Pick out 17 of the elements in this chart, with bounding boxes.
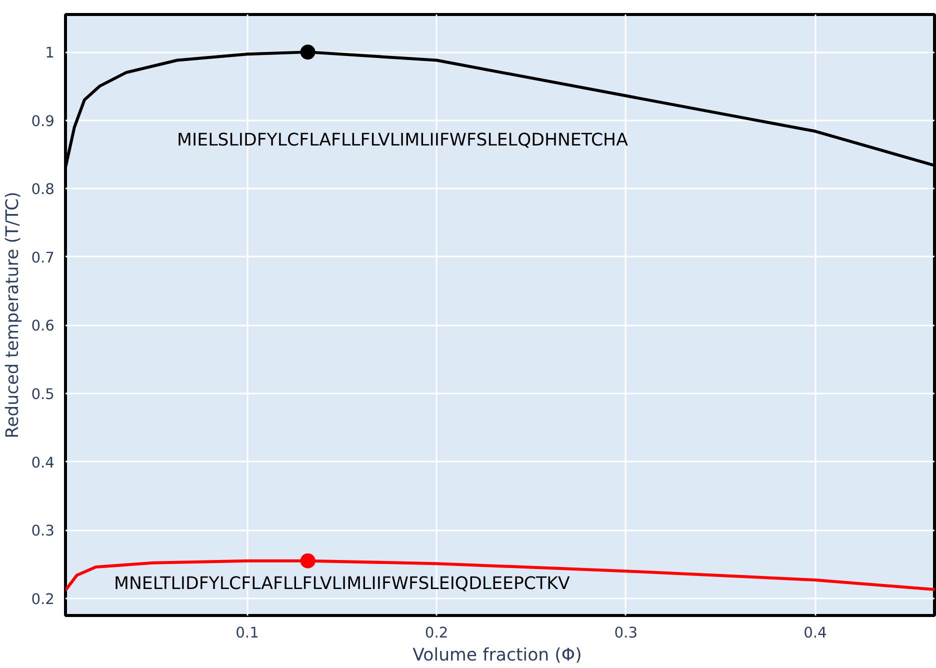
y-tick-label: 0.2 xyxy=(31,590,55,608)
series-label: MNELTLIDFYLCFLAFLLFLVLIMLIIFWFSLEIQDLEEPCTKV xyxy=(114,574,570,594)
x-tick-label: 0.1 xyxy=(236,624,259,642)
y-tick-label: 0.7 xyxy=(31,249,55,266)
y-tick-label: 0.9 xyxy=(31,112,55,130)
x-tick-label: 0.4 xyxy=(804,624,827,642)
x-axis-title: Volume fraction (Φ) xyxy=(412,646,582,666)
y-tick-label: 0.5 xyxy=(31,386,55,404)
y-tick-label: 0.3 xyxy=(31,522,55,540)
y-tick-label: 1 xyxy=(45,44,55,62)
y-tick-label: 0.6 xyxy=(31,318,55,335)
series-label: MIELSLIDFYLCFLAFLLFLVLIMLIIFWFSLELQDHNETCHA xyxy=(177,130,628,150)
y-tick-label: 0.8 xyxy=(31,181,55,198)
y-tick-label: 0.4 xyxy=(31,454,55,472)
y-axis-title: Reduced temperature (T/TC) xyxy=(3,192,24,438)
x-tick-label: 0.2 xyxy=(424,624,448,642)
x-tick-label: 0.3 xyxy=(614,624,638,642)
